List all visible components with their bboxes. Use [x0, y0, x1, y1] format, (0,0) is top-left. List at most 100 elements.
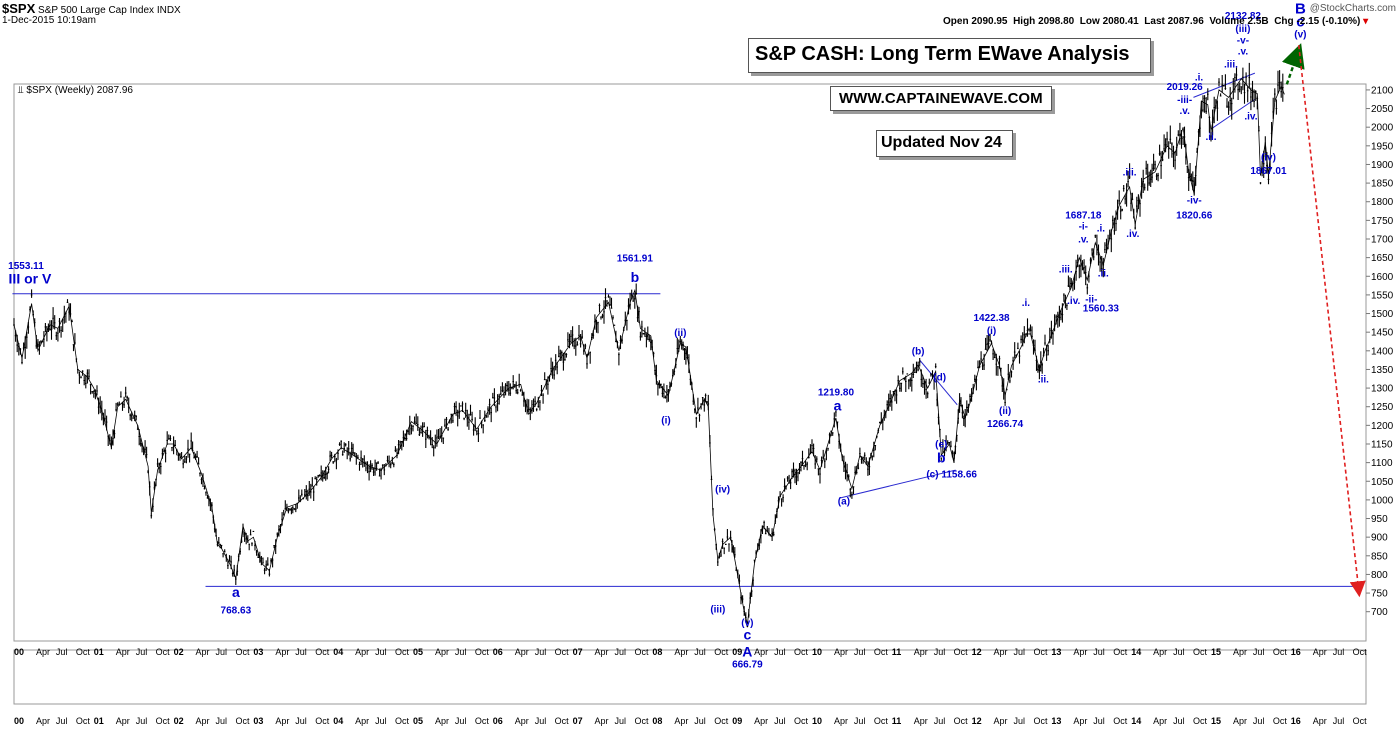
x-tick-label: 11 — [892, 716, 902, 726]
x-tick-label: Apr — [1153, 647, 1167, 657]
index-name: S&P 500 Large Cap Index — [38, 5, 155, 16]
y-tick-label: 1750 — [1371, 216, 1394, 227]
x-tick-label: 14 — [1131, 647, 1141, 657]
x-tick-label: Oct — [1033, 647, 1048, 657]
y-tick-label: 1050 — [1371, 477, 1394, 488]
price-line — [13, 78, 1285, 625]
x-tick-label: Apr — [994, 647, 1008, 657]
projection-arrows — [1281, 43, 1366, 598]
x-tick-label: Apr — [1153, 716, 1167, 726]
x-tick-label: Oct — [395, 647, 410, 657]
wave-label: a — [232, 584, 240, 600]
header-title: $SPX S&P 500 Large Cap Index INDX — [2, 1, 181, 16]
x-tick-label: Oct — [874, 716, 889, 726]
x-tick-label: 03 — [253, 716, 263, 726]
candle-icon: ⫫ — [18, 85, 24, 96]
y-tick-label: 700 — [1371, 607, 1388, 618]
x-tick-label: Apr — [994, 716, 1008, 726]
y-tick-label: 1800 — [1371, 197, 1394, 208]
x-tick-label: Oct — [1353, 716, 1368, 726]
wave-label: (d) — [933, 373, 946, 384]
x-tick-label: Apr — [914, 716, 928, 726]
symbol: $SPX — [2, 1, 36, 16]
x-tick-label: Jul — [1014, 647, 1026, 657]
x-tick-label: Apr — [1073, 647, 1087, 657]
x-tick-label: Jul — [774, 716, 786, 726]
x-tick-label: Oct — [794, 647, 809, 657]
x-tick-label: Jul — [216, 716, 228, 726]
y-tick-label: 900 — [1371, 533, 1388, 544]
url-box[interactable]: WWW.CAPTAINEWAVE.COM — [830, 86, 1052, 111]
wave-label: .i. — [1195, 73, 1204, 84]
x-tick-label: Jul — [1253, 647, 1265, 657]
x-tick-label: Jul — [136, 647, 148, 657]
wave-label: .v. — [1078, 235, 1089, 246]
x-tick-label: Jul — [56, 647, 68, 657]
x-tick-label: 00 — [14, 647, 24, 657]
y-axis: 700 750 800 850 900 950 1000 1050 1100 1150 1200 12… — [1366, 85, 1394, 618]
wave-label: .ii. — [1038, 374, 1049, 385]
x-tick-label: 08 — [652, 647, 662, 657]
wave-label: -iv- — [1187, 196, 1202, 207]
x-tick-label: Apr — [36, 647, 50, 657]
x-tick-label: Apr — [196, 716, 210, 726]
path-up-arrow — [1281, 43, 1305, 85]
x-tick-label: Jul — [375, 647, 387, 657]
x-tick-label: Jul — [694, 716, 706, 726]
wave-label: 1560.33 — [1083, 304, 1120, 315]
wave-label: 2132.82 — [1225, 11, 1262, 22]
y-tick-label: 1100 — [1371, 458, 1393, 469]
wave-label: (a) — [838, 496, 850, 507]
x-tick-label: Apr — [275, 647, 289, 657]
wave-label: 1553.11 — [8, 261, 44, 272]
x-tick-label: 15 — [1211, 647, 1221, 657]
x-tick-label: Apr — [275, 716, 289, 726]
wave-label: .ii. — [1098, 268, 1109, 279]
y-tick-label: 1850 — [1371, 179, 1394, 190]
x-tick-label: Jul — [694, 647, 706, 657]
x-tick-label: 16 — [1291, 716, 1301, 726]
x-tick-label: 16 — [1291, 647, 1301, 657]
series-legend: ⫫ $SPX (Weekly) 2087.96 — [18, 85, 133, 96]
wave-label: 1422.38 — [973, 313, 1010, 324]
x-tick-label: Jul — [216, 647, 228, 657]
x-tick-label: Apr — [674, 647, 688, 657]
quote-stats: Open 2090.95 High 2098.80 Low 2080.41 La… — [943, 16, 1368, 27]
y-tick-label: 1600 — [1371, 272, 1394, 283]
x-tick-label: Oct — [714, 647, 729, 657]
x-tick-label: Oct — [1193, 716, 1208, 726]
wave-label: .iii. — [1224, 60, 1238, 71]
wave-label: b — [937, 450, 946, 466]
y-tick-label: 1650 — [1371, 253, 1394, 264]
open-label: Open — [943, 16, 969, 27]
x-tick-label: Oct — [794, 716, 809, 726]
x-tick-label: 01 — [94, 716, 104, 726]
price-series — [13, 62, 1285, 628]
wave-label: (i) — [987, 326, 996, 337]
y-tick-label: 850 — [1371, 551, 1388, 562]
y-tick-label: 1500 — [1371, 309, 1394, 320]
x-tick-label: Jul — [1333, 647, 1345, 657]
x-tick-label: Oct — [315, 716, 330, 726]
brand[interactable]: @StockCharts.com — [1309, 3, 1396, 14]
x-tick-label: 05 — [413, 716, 423, 726]
x-tick-label: 15 — [1211, 716, 1221, 726]
high-label: High — [1013, 16, 1036, 27]
wave-label: 1219.80 — [818, 388, 855, 399]
x-tick-label: Jul — [934, 716, 946, 726]
projection-arrow — [1297, 45, 1366, 598]
trend-line — [839, 469, 956, 499]
wave-label: A — [742, 643, 752, 659]
x-tick-label: Jul — [535, 716, 547, 726]
wave-label: .iii. — [1123, 168, 1137, 179]
x-tick-label: Apr — [754, 647, 768, 657]
wave-label: 1687.18 — [1065, 211, 1102, 222]
x-tick-label: 02 — [174, 647, 184, 657]
x-tick-label: 07 — [573, 716, 583, 726]
x-tick-label: Apr — [355, 716, 369, 726]
wave-label: (c) 1158.66 — [926, 470, 977, 481]
last-label: Last — [1144, 16, 1165, 27]
x-tick-label: Jul — [1014, 716, 1026, 726]
y-tick-label: 800 — [1371, 570, 1388, 581]
